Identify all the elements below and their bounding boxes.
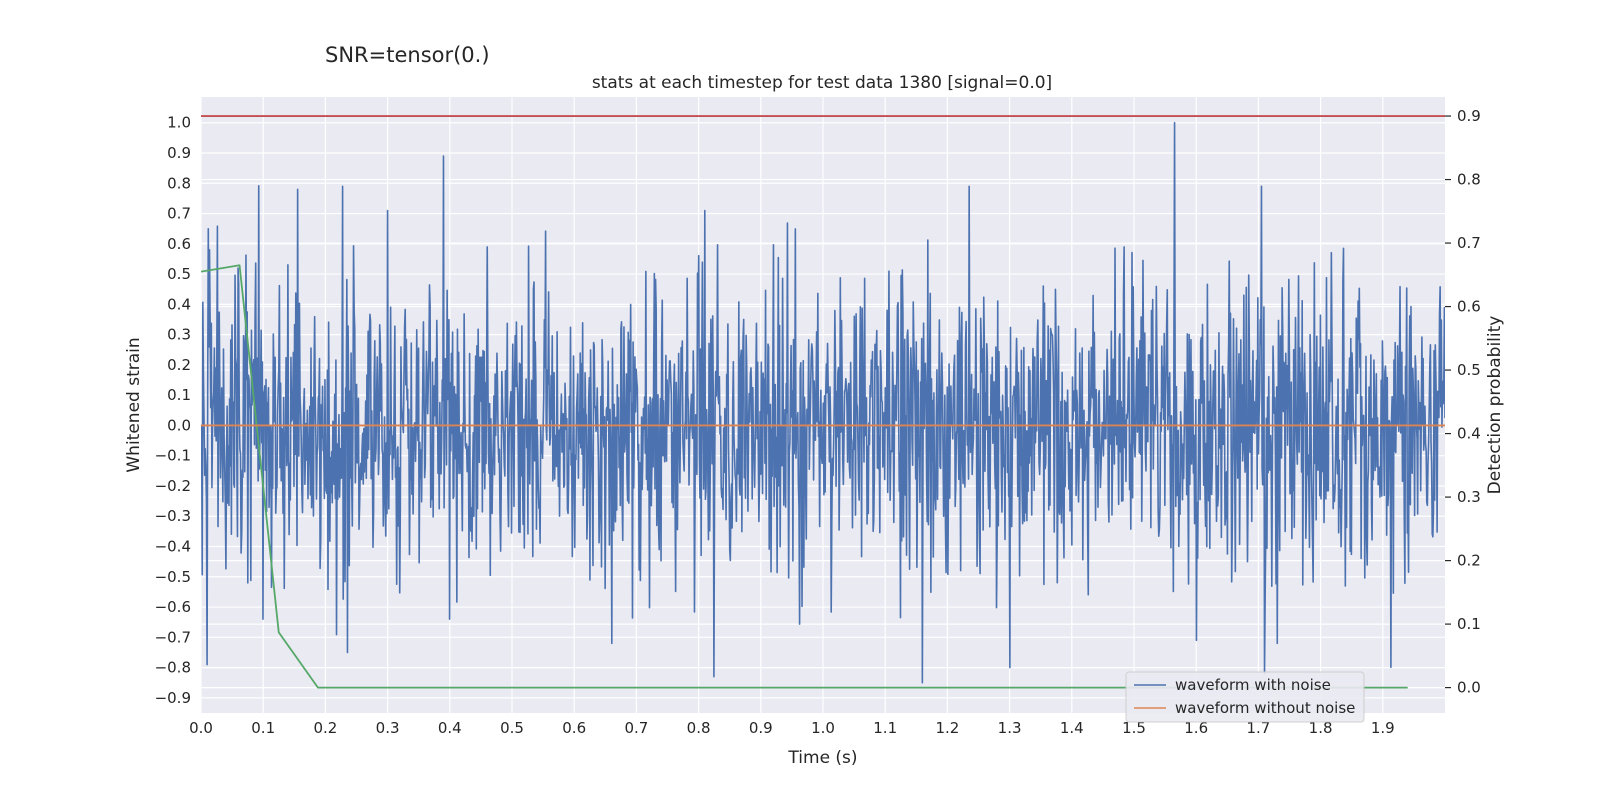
series-group [201,115,1445,689]
x-tick-label: 1.4 [1060,719,1084,737]
x-tick-label: 1.6 [1184,719,1208,737]
y-tick-label: −0.9 [155,689,191,707]
y-tick-label: −0.8 [155,659,191,677]
y2-tick-label: 0.1 [1457,615,1481,633]
y-tick-label: 0.3 [167,326,191,344]
y2-axis-ticks: 0.9 0.8 0.7 0.6 0.5 0.4 0.3 0.2 0.1 0.0 [1445,107,1481,697]
y2-tick-label: 0.3 [1457,488,1481,506]
y-tick-label: −0.5 [155,568,191,586]
y-axis-ticks: 1.0 0.9 0.8 0.7 0.6 0.5 0.4 0.3 0.2 0.1 0.0 −0.1 −0.… [155,114,191,707]
x-tick-label: 1.7 [1246,719,1270,737]
y-tick-label: 0.2 [167,356,191,374]
y2-tick-label: 0.8 [1457,171,1481,189]
series-line-waveform-with-noise [201,121,1445,684]
y-tick-label: 0.4 [167,295,191,313]
legend-label-waveform-without-noise: waveform without noise [1175,699,1355,717]
y-tick-label: 0.1 [167,386,191,404]
x-tick-label: 1.3 [998,719,1022,737]
y-tick-label: −0.6 [155,598,191,616]
series-layer [201,115,1445,689]
y-tick-label: −0.7 [155,628,191,646]
x-tick-label: 0.6 [562,719,586,737]
y-tick-label: −0.2 [155,477,191,495]
x-tick-label: 1.2 [935,719,959,737]
y-tick-label: 0.9 [167,144,191,162]
y-axis-label: Whitened strain [124,337,144,472]
y-tick-label: 0.7 [167,205,191,223]
y2-tick-label: 0.2 [1457,552,1481,570]
x-tick-label: 0.3 [376,719,400,737]
x-tick-label: 0.2 [313,719,337,737]
x-tick-label: 1.1 [873,719,897,737]
x-tick-label: 0.1 [251,719,275,737]
x-tick-label: 0.5 [500,719,524,737]
x-tick-label: 1.9 [1371,719,1395,737]
chart-suptitle: SNR=tensor(0.) [325,43,490,67]
y-tick-label: 1.0 [167,114,191,132]
y2-axis-label: Detection probability [1485,316,1505,495]
y-tick-label: 0.8 [167,174,191,192]
y-tick-label: 0.5 [167,265,191,283]
y2-tick-label: 0.4 [1457,425,1481,443]
x-axis-label: Time (s) [787,748,857,768]
series-line-detection-probability [201,264,1408,689]
y2-tick-label: 0.0 [1457,679,1481,697]
legend-box [1125,671,1365,723]
y-tick-label: −0.3 [155,507,191,525]
x-tick-label: 0.9 [749,719,773,737]
y-tick-label: 0.6 [167,235,191,253]
x-tick-label: 0.8 [687,719,711,737]
y2-tick-label: 0.6 [1457,298,1481,316]
y-tick-label: −0.1 [155,447,191,465]
y-tick-label: −0.4 [155,538,191,556]
chart-title: stats at each timestep for test data 138… [592,73,1052,93]
legend: waveform with noise waveform without noi… [1125,671,1365,723]
x-tick-label: 0.0 [189,719,213,737]
y2-tick-label: 0.5 [1457,361,1481,379]
y2-tick-label: 0.7 [1457,234,1481,252]
y2-tick-label: 0.9 [1457,107,1481,125]
x-tick-label: 0.4 [438,719,462,737]
legend-label-waveform-with-noise: waveform with noise [1175,676,1331,694]
x-axis-ticks: 0.0 0.1 0.2 0.3 0.4 0.5 0.6 0.7 0.8 0.9 1.0 1.1 1.2 1… [189,719,1395,737]
x-tick-label: 0.7 [624,719,648,737]
x-tick-label: 1.5 [1122,719,1146,737]
x-tick-label: 1.0 [811,719,835,737]
x-tick-label: 1.8 [1309,719,1333,737]
y-tick-label: 0.0 [167,416,191,434]
